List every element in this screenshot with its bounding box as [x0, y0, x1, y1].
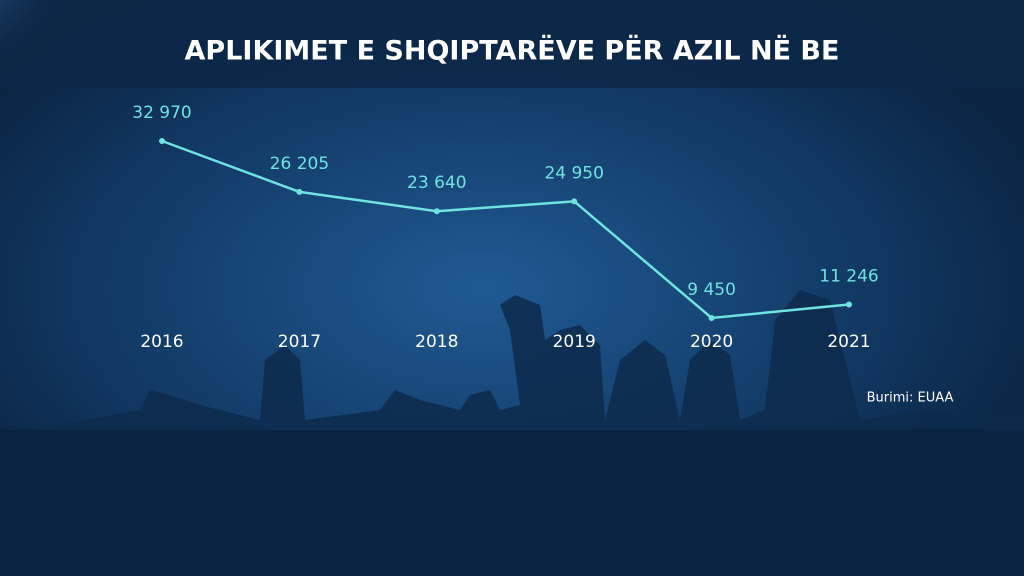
x-tick-label: 2020 — [690, 332, 733, 352]
x-tick-label: 2018 — [415, 332, 458, 352]
data-line — [161, 139, 850, 320]
x-tick-label: 2016 — [140, 332, 183, 352]
value-label: 32 970 — [132, 103, 191, 123]
chart-title: APLIKIMET E SHQIPTARËVE PËR AZIL NË BE — [185, 35, 840, 67]
data-point — [571, 198, 578, 205]
value-label: 9 450 — [687, 280, 736, 300]
data-point — [846, 301, 852, 308]
light-flare — [0, 0, 100, 100]
value-label: 23 640 — [407, 173, 466, 193]
source-note: Burimi: EUAA — [867, 391, 954, 406]
data-point — [296, 188, 303, 195]
ground — [0, 430, 1024, 576]
value-label: 24 950 — [544, 163, 603, 183]
title-band — [0, 0, 1024, 88]
data-point — [159, 138, 165, 144]
data-point — [708, 315, 715, 321]
x-tick-label: 2017 — [278, 332, 321, 352]
data-point — [433, 208, 440, 215]
value-label: 26 205 — [270, 154, 329, 174]
x-tick-label: 2019 — [553, 332, 596, 352]
x-tick-label: 2021 — [827, 332, 870, 352]
value-label: 11 246 — [819, 266, 878, 286]
